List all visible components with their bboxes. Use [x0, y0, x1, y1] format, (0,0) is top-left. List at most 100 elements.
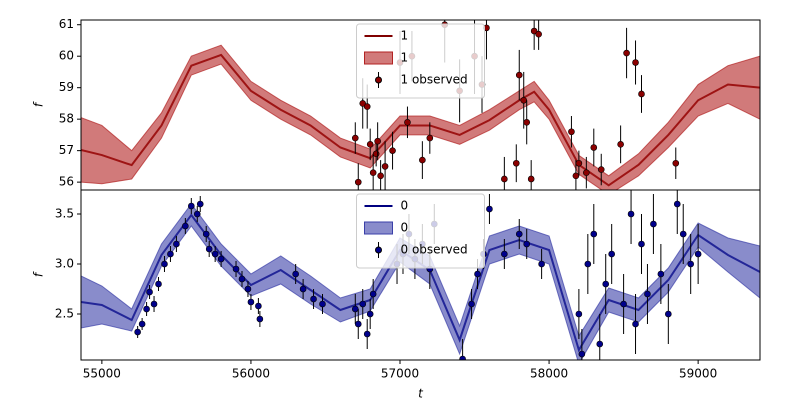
- confidence-band: [81, 203, 760, 360]
- observed-point: [583, 169, 590, 176]
- observed-point: [372, 150, 380, 158]
- legend-label: 0: [401, 199, 409, 213]
- observed-point: [217, 255, 225, 263]
- observed-point: [627, 210, 635, 218]
- y-tick-label: 57: [59, 143, 74, 157]
- observed-point: [366, 141, 374, 148]
- x-tick-label: 58000: [530, 367, 568, 381]
- observed-point: [575, 159, 583, 167]
- observed-point: [672, 159, 680, 167]
- observed-point: [134, 328, 141, 336]
- y-tick-label: 60: [59, 49, 74, 63]
- observed-point: [679, 230, 687, 238]
- observed-point: [459, 355, 466, 360]
- legend-swatch: [375, 76, 382, 84]
- observed-point: [644, 290, 651, 298]
- observed-point: [292, 270, 299, 278]
- observed-point: [501, 175, 508, 183]
- observed-point: [650, 220, 657, 228]
- observed-point: [351, 134, 359, 142]
- observed-point: [584, 260, 592, 268]
- observed-point: [369, 290, 377, 298]
- legend-box: [356, 193, 485, 269]
- observed-point: [523, 119, 531, 126]
- observed-point: [512, 159, 520, 167]
- observed-point: [377, 172, 384, 180]
- observed-point: [193, 210, 201, 218]
- x-tick-label: 55000: [83, 367, 121, 381]
- observed-point: [617, 141, 624, 148]
- observed-point: [620, 300, 627, 308]
- observed-point: [694, 250, 702, 258]
- observed-point: [167, 250, 174, 258]
- legend-swatch: [364, 221, 393, 235]
- x-axis-label: t: [418, 387, 424, 400]
- observed-point: [161, 260, 168, 268]
- y-tick-label: 56: [59, 175, 74, 189]
- y-tick-label: 2.5: [55, 307, 74, 321]
- legend-swatch: [364, 51, 393, 65]
- axes-frame: [80, 189, 761, 361]
- x-tick-label: 59000: [679, 367, 717, 381]
- observed-point: [657, 270, 665, 278]
- observed-point: [602, 280, 610, 288]
- y-tick-label: 61: [59, 17, 74, 31]
- y-tick-label: 3.0: [55, 257, 74, 271]
- observed-point: [211, 250, 219, 258]
- observed-point: [196, 200, 204, 208]
- observed-point: [623, 49, 630, 57]
- legend-label: 1: [401, 29, 409, 43]
- observed-point: [143, 305, 150, 313]
- observed-point: [523, 240, 531, 248]
- observed-point: [354, 320, 362, 328]
- observed-point: [590, 144, 598, 151]
- y-axis-label: f: [32, 101, 46, 107]
- observed-point: [188, 202, 195, 210]
- observed-point: [632, 59, 639, 66]
- observed-point: [310, 295, 317, 303]
- observed-point: [520, 96, 528, 104]
- observed-point: [374, 137, 381, 145]
- observed-point: [578, 350, 586, 358]
- observed-point: [419, 156, 426, 164]
- observed-point: [608, 250, 615, 258]
- observed-point: [515, 230, 523, 238]
- observed-point: [244, 285, 252, 293]
- observed-point: [138, 320, 146, 328]
- legend-label: 1: [401, 51, 409, 65]
- observed-point: [232, 265, 240, 273]
- observed-point: [426, 134, 434, 142]
- observed-point: [202, 230, 210, 238]
- observed-point: [255, 302, 262, 310]
- observed-point: [568, 128, 575, 136]
- legend-label: 0: [401, 221, 409, 235]
- observed-point: [381, 163, 389, 170]
- observed-point: [150, 300, 158, 308]
- observed-point: [404, 119, 411, 126]
- observed-point: [474, 270, 481, 278]
- observed-point: [468, 300, 475, 308]
- observed-point: [530, 27, 538, 35]
- observed-point: [366, 310, 374, 318]
- legend-box: [356, 23, 485, 99]
- observed-point: [687, 260, 694, 268]
- observed-point: [575, 310, 583, 318]
- observed-point: [238, 275, 246, 283]
- observed-point: [515, 71, 523, 79]
- observed-point: [205, 245, 213, 253]
- observed-point: [572, 172, 580, 180]
- legend-label: 0 observed: [401, 243, 468, 257]
- y-tick-label: 59: [59, 80, 74, 94]
- observed-point: [638, 90, 645, 98]
- observed-point: [351, 305, 359, 313]
- observed-point: [359, 100, 367, 107]
- legend-label: 1 observed: [401, 73, 468, 87]
- observed-point: [596, 340, 604, 348]
- y-tick-label: 3.5: [55, 207, 74, 221]
- observed-point: [146, 288, 153, 296]
- y-axis-label: f: [32, 271, 46, 277]
- observed-point: [363, 103, 371, 110]
- observed-point: [319, 300, 326, 308]
- observed-point: [597, 166, 605, 173]
